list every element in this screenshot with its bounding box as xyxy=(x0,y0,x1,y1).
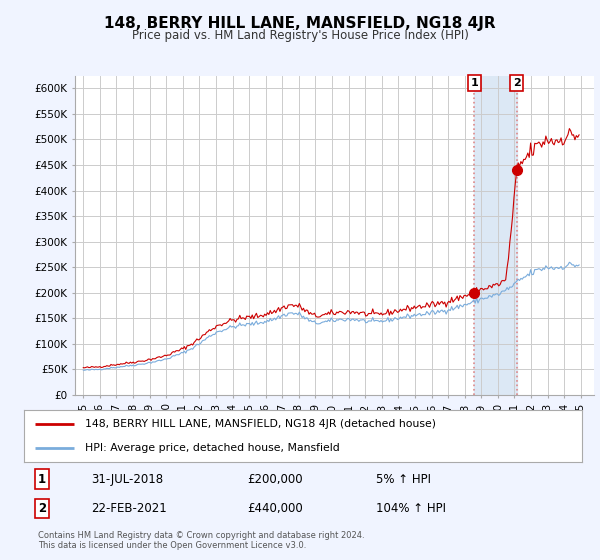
Text: 148, BERRY HILL LANE, MANSFIELD, NG18 4JR: 148, BERRY HILL LANE, MANSFIELD, NG18 4J… xyxy=(104,16,496,31)
Text: 148, BERRY HILL LANE, MANSFIELD, NG18 4JR (detached house): 148, BERRY HILL LANE, MANSFIELD, NG18 4J… xyxy=(85,419,436,430)
Text: Contains HM Land Registry data © Crown copyright and database right 2024.
This d: Contains HM Land Registry data © Crown c… xyxy=(38,531,365,550)
Text: 31-JUL-2018: 31-JUL-2018 xyxy=(91,473,163,486)
Bar xyxy=(474,76,517,395)
Text: 1: 1 xyxy=(470,78,478,88)
Text: Price paid vs. HM Land Registry's House Price Index (HPI): Price paid vs. HM Land Registry's House … xyxy=(131,29,469,42)
Text: 104% ↑ HPI: 104% ↑ HPI xyxy=(376,502,446,515)
Text: 5% ↑ HPI: 5% ↑ HPI xyxy=(376,473,431,486)
Text: 2: 2 xyxy=(38,502,46,515)
Text: 1: 1 xyxy=(38,473,46,486)
Text: £440,000: £440,000 xyxy=(247,502,303,515)
Text: HPI: Average price, detached house, Mansfield: HPI: Average price, detached house, Mans… xyxy=(85,443,340,453)
Text: 22-FEB-2021: 22-FEB-2021 xyxy=(91,502,167,515)
Text: £200,000: £200,000 xyxy=(247,473,303,486)
Text: 2: 2 xyxy=(513,78,521,88)
